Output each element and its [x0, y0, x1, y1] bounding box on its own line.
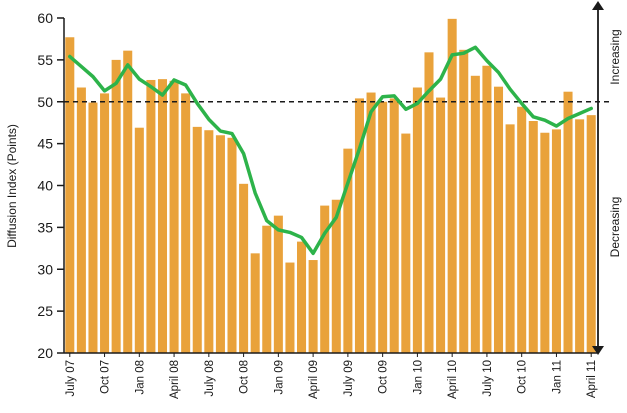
bar	[320, 205, 330, 353]
bar	[123, 50, 133, 353]
bar	[482, 65, 492, 354]
x-tick-label: Oct 10	[517, 360, 529, 394]
bar	[215, 135, 225, 353]
y-tick-label: 40	[37, 178, 53, 194]
bar	[262, 225, 272, 353]
down-arrow-head	[592, 346, 604, 355]
y-tick-label: 25	[37, 303, 53, 319]
bar	[575, 119, 585, 353]
x-tick-label: July 08	[204, 360, 216, 396]
x-tick-label: April 08	[169, 360, 181, 399]
bar	[378, 101, 388, 353]
bar	[181, 93, 191, 354]
y-tick-label: 20	[37, 345, 53, 361]
bar	[343, 148, 353, 353]
y-tick-label: 60	[37, 10, 53, 26]
bar	[146, 79, 156, 353]
bar	[65, 37, 75, 353]
bar	[76, 87, 86, 353]
y-tick-label: 45	[37, 136, 53, 152]
bar	[239, 183, 249, 353]
bar	[540, 132, 550, 353]
x-tick-label: Jan 08	[134, 360, 146, 395]
bar	[528, 121, 538, 353]
trend-line-group	[68, 45, 593, 256]
x-tick-label: Jan 10	[412, 360, 424, 395]
x-tick-label: Oct 08	[239, 360, 251, 394]
trend-line	[68, 45, 593, 256]
bar	[389, 98, 399, 354]
bar	[447, 18, 457, 354]
bar	[366, 92, 376, 353]
bar	[505, 124, 515, 353]
bar	[354, 98, 364, 354]
bar	[285, 262, 295, 353]
y-axis-label: Diffusion Index (Points)	[5, 124, 19, 248]
bar	[436, 97, 446, 353]
x-tick-label: July 07	[65, 360, 77, 396]
bar	[100, 93, 110, 354]
increasing-label: Increasing	[608, 29, 622, 84]
bar	[412, 87, 422, 353]
bar	[586, 115, 596, 354]
bar	[517, 106, 527, 353]
up-arrow-head	[592, 1, 604, 10]
bar	[169, 80, 179, 353]
x-tick-label: April 10	[447, 360, 459, 399]
bar	[157, 79, 168, 353]
x-tick-label: April 09	[308, 360, 320, 399]
bar	[204, 130, 214, 353]
y-tick-labels: 20 25 30 35 40 45 50 55 60	[37, 10, 64, 361]
bar	[134, 127, 144, 354]
x-tick-label: Jan 11	[551, 360, 563, 394]
y-tick-label: 55	[37, 52, 53, 68]
y-tick-label: 35	[37, 219, 53, 235]
axes	[63, 18, 597, 354]
x-tick-label: Jan 09	[273, 360, 285, 395]
bar	[250, 253, 260, 353]
bar	[227, 137, 237, 353]
bar	[192, 126, 202, 354]
bar	[331, 199, 341, 353]
bar	[273, 215, 283, 353]
x-tick-label: Oct 07	[100, 360, 112, 394]
bar	[424, 52, 434, 354]
bar	[470, 75, 480, 353]
bar	[459, 49, 469, 353]
x-tick-label: Oct 09	[378, 360, 390, 394]
bar	[308, 260, 318, 353]
x-tick-label: July 09	[343, 360, 355, 396]
y-tick-label: 30	[37, 261, 53, 277]
bar	[401, 133, 411, 353]
bar	[563, 91, 573, 353]
x-tick-label: July 10	[482, 360, 494, 396]
decreasing-label: Decreasing	[608, 197, 622, 258]
y-tick-label: 50	[37, 94, 53, 110]
bar	[493, 86, 504, 354]
bar	[111, 59, 121, 354]
x-tick-labels: July 07 Oct 07 Jan 08 April 08 July 08 Oct 08…	[65, 353, 598, 399]
direction-indicator	[592, 1, 604, 355]
bar	[88, 102, 98, 353]
bar	[551, 129, 561, 353]
bar-series	[65, 18, 596, 354]
x-tick-label: April 11	[586, 360, 598, 398]
bar	[297, 241, 307, 353]
